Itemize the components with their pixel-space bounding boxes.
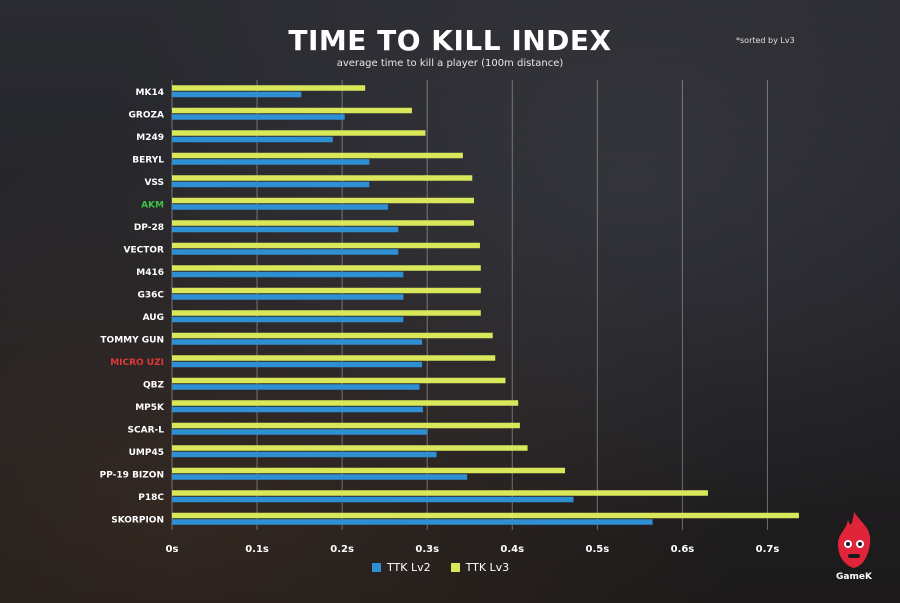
legend-item-lv2: TTK Lv2 <box>372 561 431 574</box>
bar-lv2 <box>172 181 370 188</box>
bar-lv3 <box>172 175 473 181</box>
category-label: GROZA <box>129 110 164 120</box>
x-tick-label: 0.3s <box>415 544 439 555</box>
bar-lv3 <box>172 400 519 406</box>
chart-subtitle: average time to kill a player (100m dist… <box>336 58 564 69</box>
bar-lv2 <box>172 159 370 165</box>
flame-mascot-icon <box>838 512 871 568</box>
category-label: M416 <box>136 268 164 278</box>
legend-swatch-lv2 <box>372 563 381 572</box>
bar-lv2 <box>172 429 428 435</box>
category-label: MICRO UZI <box>110 358 164 368</box>
chart-legend: TTK Lv2 TTK Lv3 <box>372 561 509 574</box>
bar-lv3 <box>172 287 481 294</box>
legend-item-lv3: TTK Lv3 <box>450 561 510 574</box>
legend-label-lv3: TTK Lv3 <box>465 561 510 574</box>
category-label: AUG <box>143 313 164 323</box>
bar-lv2 <box>172 496 574 503</box>
category-label: QBZ <box>143 380 165 390</box>
bar-lv3 <box>172 377 506 384</box>
category-label: P18C <box>138 493 164 503</box>
x-tick-label: 0s <box>166 544 179 555</box>
bar-lv2 <box>172 339 423 345</box>
bar-lv2 <box>172 451 437 458</box>
bar-lv2 <box>172 294 404 300</box>
category-label: UMP45 <box>129 448 164 458</box>
bar-lv3 <box>172 490 708 496</box>
x-tick-label: 0.7s <box>756 544 780 555</box>
category-label: PP-19 BIZON <box>100 470 164 480</box>
category-label: AKM <box>141 200 164 210</box>
category-label: SCAR-L <box>128 425 165 435</box>
category-label: VECTOR <box>124 245 165 255</box>
chart-note: *sorted by Lv3 <box>736 36 795 45</box>
bar-lv2 <box>172 384 420 390</box>
category-label: MK14 <box>136 88 164 98</box>
bar-lv2 <box>172 474 468 480</box>
category-label: VSS <box>144 178 164 188</box>
x-tick-label: 0.1s <box>245 544 269 555</box>
bar-lv2 <box>172 249 399 255</box>
bar-lv3 <box>172 85 366 91</box>
category-label: G36C <box>137 290 164 300</box>
bar-lv2 <box>172 406 423 413</box>
bar-lv3 <box>172 310 481 316</box>
category-label: SKORPION <box>111 515 164 525</box>
bar-lv3 <box>172 355 496 361</box>
x-tick-label: 0.4s <box>500 544 524 555</box>
bar-lv3 <box>172 445 528 451</box>
x-tick-label: 0.5s <box>585 544 609 555</box>
bar-lv2 <box>172 271 404 278</box>
x-tick-label: 0.2s <box>330 544 354 555</box>
bar-lv2 <box>172 316 404 323</box>
category-label: MP5K <box>135 403 165 413</box>
bar-lv3 <box>172 220 474 226</box>
bar-lv3 <box>172 107 412 114</box>
category-label: M249 <box>136 133 164 143</box>
bar-lv2 <box>172 114 345 120</box>
category-label: TOMMY GUN <box>100 335 164 345</box>
legend-swatch-lv3 <box>450 563 460 572</box>
bar-lv3 <box>172 265 481 271</box>
bar-lv3 <box>172 130 426 136</box>
bar-lv2 <box>172 226 399 233</box>
bar-lv2 <box>172 91 302 98</box>
gamek-logo: GameK <box>822 510 886 590</box>
bar-lv3 <box>172 512 799 519</box>
bar-lv2 <box>172 519 653 525</box>
bar-lv2 <box>172 361 423 368</box>
bar-lv3 <box>172 332 493 339</box>
category-label: DP-28 <box>134 223 164 233</box>
legend-label-lv2: TTK Lv2 <box>387 561 431 574</box>
x-tick-label: 0.6s <box>671 544 695 555</box>
bar-lv3 <box>172 152 463 159</box>
bar-lv2 <box>172 204 389 210</box>
bar-lv3 <box>172 197 474 204</box>
bar-lv3 <box>172 422 520 429</box>
chart-title: TIME TO KILL INDEX <box>288 24 612 57</box>
bar-lv3 <box>172 467 566 474</box>
logo-text: GameK <box>836 572 872 582</box>
category-label: BERYL <box>132 155 164 165</box>
bar-lv3 <box>172 242 480 249</box>
bar-lv2 <box>172 136 333 143</box>
